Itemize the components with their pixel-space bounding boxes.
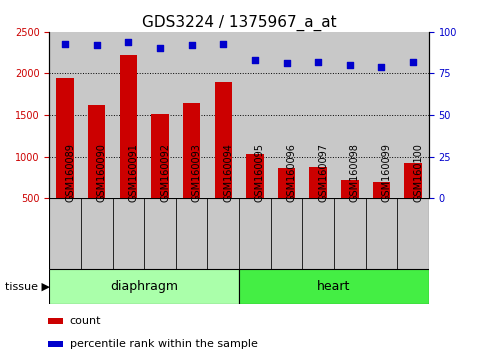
Bar	[278, 168, 295, 198]
Text: GSM160095: GSM160095	[255, 143, 265, 202]
Bar	[246, 154, 264, 198]
Point	[188, 42, 196, 48]
Bar	[120, 55, 137, 198]
Point	[93, 42, 101, 48]
Bar	[341, 180, 358, 198]
Text: heart: heart	[317, 280, 351, 293]
Text: diaphragm: diaphragm	[110, 280, 178, 293]
Point	[346, 62, 354, 68]
Text: GSM160089: GSM160089	[65, 143, 75, 202]
Text: percentile rank within the sample: percentile rank within the sample	[70, 338, 258, 349]
Bar	[48, 341, 63, 347]
Bar	[112, 32, 144, 198]
Bar	[176, 198, 208, 269]
Text: GSM160097: GSM160097	[318, 143, 328, 202]
Bar	[208, 198, 239, 269]
Bar	[302, 198, 334, 269]
Bar	[49, 32, 81, 198]
Text: GSM160091: GSM160091	[128, 143, 139, 202]
Bar	[404, 163, 422, 198]
Bar	[397, 32, 429, 198]
Bar	[56, 78, 74, 198]
Bar	[81, 198, 112, 269]
Text: tissue ▶: tissue ▶	[5, 282, 50, 292]
Bar	[176, 32, 208, 198]
Bar	[48, 318, 63, 324]
Point	[314, 59, 322, 65]
Text: GSM160092: GSM160092	[160, 143, 170, 202]
Title: GDS3224 / 1375967_a_at: GDS3224 / 1375967_a_at	[142, 14, 336, 30]
Bar	[81, 32, 112, 198]
Point	[124, 39, 132, 45]
Point	[251, 57, 259, 63]
Text: GSM160094: GSM160094	[223, 143, 233, 202]
Point	[219, 41, 227, 46]
Bar	[310, 167, 327, 198]
Bar	[239, 269, 429, 304]
Bar	[397, 198, 429, 269]
Bar	[183, 103, 200, 198]
Bar	[151, 114, 169, 198]
Bar	[366, 198, 397, 269]
Bar	[88, 105, 106, 198]
Point	[378, 64, 386, 70]
Bar	[239, 198, 271, 269]
Point	[282, 61, 290, 66]
Bar	[214, 82, 232, 198]
Text: GSM160099: GSM160099	[382, 143, 391, 202]
Point	[156, 46, 164, 51]
Bar	[112, 198, 144, 269]
Bar	[366, 32, 397, 198]
Text: GSM160096: GSM160096	[286, 143, 297, 202]
Bar	[271, 32, 302, 198]
Text: GSM160090: GSM160090	[97, 143, 107, 202]
Bar	[334, 198, 366, 269]
Bar	[271, 198, 302, 269]
Bar	[144, 198, 176, 269]
Bar	[302, 32, 334, 198]
Point	[61, 41, 69, 46]
Bar	[49, 198, 81, 269]
Bar	[49, 269, 239, 304]
Bar	[208, 32, 239, 198]
Bar	[373, 182, 390, 198]
Text: count: count	[70, 316, 101, 326]
Bar	[144, 32, 176, 198]
Bar	[334, 32, 366, 198]
Text: GSM160098: GSM160098	[350, 143, 360, 202]
Point	[409, 59, 417, 65]
Text: GSM160093: GSM160093	[192, 143, 202, 202]
Text: GSM160100: GSM160100	[413, 143, 423, 202]
Bar	[239, 32, 271, 198]
